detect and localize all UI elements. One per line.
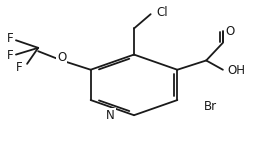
Text: Cl: Cl [156, 6, 168, 19]
Text: O: O [57, 51, 66, 64]
Text: Br: Br [203, 100, 217, 113]
Text: F: F [7, 49, 13, 62]
Text: OH: OH [227, 64, 245, 77]
Text: F: F [7, 32, 13, 45]
Text: F: F [16, 61, 23, 74]
Text: N: N [106, 109, 115, 122]
Text: O: O [225, 24, 234, 37]
